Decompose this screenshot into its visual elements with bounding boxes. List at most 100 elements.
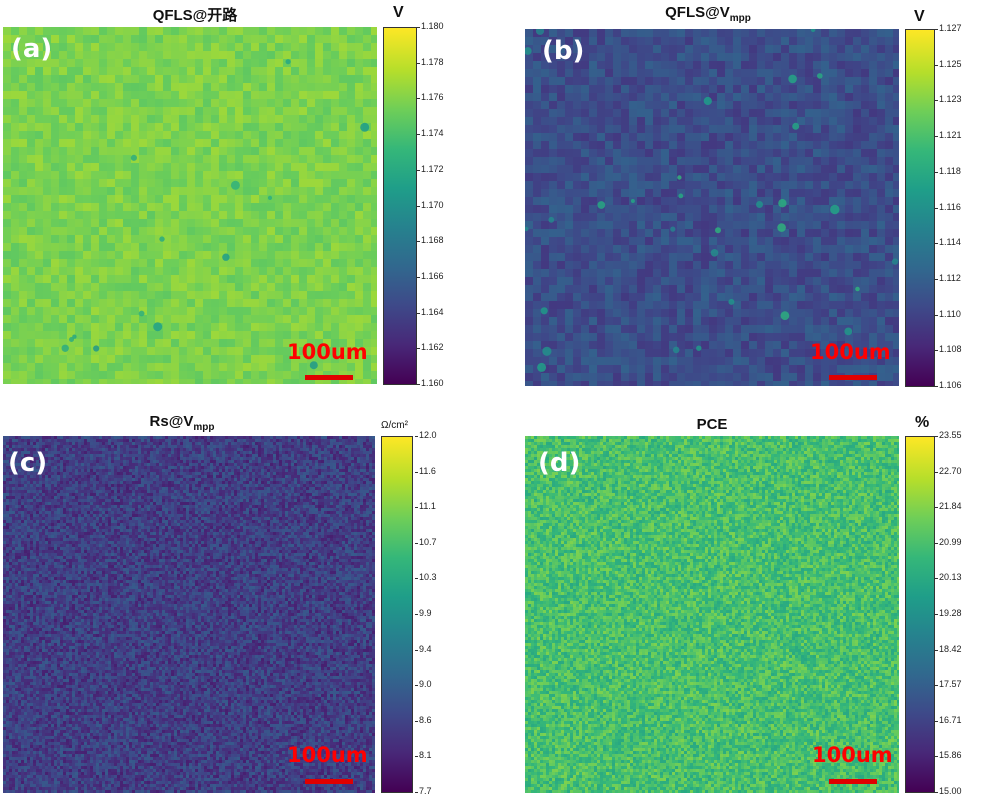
cbar-tick-mark — [415, 756, 418, 758]
cbar-tick-mark — [935, 756, 938, 758]
cbar-tick-mark — [935, 542, 938, 544]
heatmap-cells — [3, 27, 377, 384]
heatmap-spot — [778, 199, 787, 208]
heatmap-spot — [696, 345, 702, 351]
cbar-tick-mark — [417, 276, 420, 278]
heatmap-spot — [677, 175, 682, 180]
heatmap-spot — [540, 307, 548, 315]
cbar-tick-mark — [935, 578, 938, 580]
cbar-tick-label: 9.0 — [419, 679, 432, 689]
cbar-tick-label: 19.28 — [939, 608, 962, 618]
panel-c-label: (c) — [8, 448, 47, 478]
panel-d-scale-bar — [829, 779, 877, 784]
panel-c-heatmap — [3, 436, 375, 793]
cbar-tick-mark — [415, 542, 418, 544]
panel-c-cbar-unit: Ω/cm² — [381, 420, 408, 431]
cbar-tick-mark — [415, 578, 418, 580]
cbar-tick-mark — [935, 507, 938, 509]
heatmap-spot — [222, 253, 230, 261]
cbar-tick-label: 1.172 — [421, 164, 444, 174]
cbar-tick-mark — [935, 100, 938, 102]
cbar-tick-label: 1.164 — [421, 307, 444, 317]
panel-b-title: QFLS@Vmpp — [608, 4, 808, 24]
cbar-tick-label: 17.57 — [939, 679, 962, 689]
cbar-tick-label: 11.1 — [419, 501, 436, 511]
cbar-tick-label: 1.116 — [939, 202, 961, 212]
panel-a-colorbar — [383, 27, 417, 385]
cbar-tick-label: 8.1 — [419, 750, 432, 760]
cbar-tick-label: 1.170 — [421, 200, 444, 210]
panel-b-label: (b) — [542, 36, 584, 66]
cbar-tick-label: 1.168 — [421, 235, 444, 245]
cbar-tick-label: 20.99 — [939, 537, 962, 547]
cbar-tick-label: 15.00 — [939, 786, 962, 796]
cbar-tick-mark — [935, 436, 938, 437]
cbar-tick-label: 8.6 — [419, 715, 432, 725]
panel-b-title-text: QFLS@V — [665, 4, 730, 21]
cbar-tick-mark — [935, 136, 938, 138]
cbar-tick-label: 1.106 — [939, 380, 962, 390]
cbar-tick-label: 18.42 — [939, 644, 962, 654]
panel-a-title-text: QFLS@开路 — [153, 7, 238, 24]
cbar-tick-label: 1.176 — [421, 92, 444, 102]
cbar-tick-label: 1.114 — [939, 237, 961, 247]
cbar-tick-mark — [935, 278, 938, 280]
cbar-tick-mark — [935, 64, 938, 66]
heatmap-cells — [525, 29, 899, 386]
heatmap-spot — [72, 334, 77, 339]
cbar-tick-mark — [415, 436, 418, 437]
cbar-tick-mark — [935, 243, 938, 245]
cbar-tick-mark — [417, 348, 420, 350]
cbar-tick-mark — [415, 792, 418, 793]
heatmap-spot — [777, 223, 786, 232]
cbar-tick-label: 1.123 — [939, 94, 962, 104]
cbar-tick-label: 1.121 — [939, 130, 962, 140]
cbar-tick-label: 20.13 — [939, 572, 962, 582]
panel-c-heatmap-svg — [3, 436, 375, 793]
heatmap-spot — [130, 154, 137, 161]
panel-d-scale-text: 100um — [812, 743, 893, 767]
heatmap-spot — [830, 204, 840, 215]
cbar-tick-mark — [417, 62, 420, 64]
heatmap-spot — [542, 346, 552, 356]
cbar-tick-label: 10.3 — [419, 572, 437, 582]
heatmap-spot — [525, 47, 532, 55]
heatmap-spot — [710, 249, 719, 257]
heatmap-spot — [817, 73, 823, 79]
heatmap-spot — [810, 29, 816, 33]
panel-a-heatmap — [3, 27, 377, 384]
heatmap-spot — [548, 216, 555, 223]
heatmap-spot — [309, 361, 318, 370]
cbar-tick-label: 1.112 — [939, 273, 961, 283]
cbar-tick-mark — [417, 27, 420, 28]
heatmap-cells — [3, 436, 375, 793]
cbar-tick-mark — [415, 471, 418, 473]
panel-c-colorbar — [381, 436, 413, 793]
heatmap-spot — [672, 346, 680, 354]
cbar-tick-mark — [415, 685, 418, 687]
panel-d-cbar-unit: % — [915, 414, 929, 432]
cbar-tick-mark — [417, 241, 420, 243]
heatmap-spot — [670, 226, 676, 232]
cbar-tick-mark — [935, 614, 938, 615]
heatmap-spot — [780, 311, 790, 321]
cbar-tick-label: 1.125 — [939, 59, 962, 69]
heatmap-spot — [678, 193, 684, 199]
cbar-tick-label: 1.110 — [939, 309, 961, 319]
heatmap-spot — [360, 122, 370, 132]
heatmap-spot — [597, 201, 606, 209]
heatmap-spot — [792, 122, 800, 130]
panel-c-scale-text: 100um — [287, 743, 368, 767]
cbar-tick-label: 1.166 — [421, 271, 444, 281]
cbar-tick-label: 16.71 — [939, 715, 962, 725]
heatmap-spot — [230, 180, 240, 190]
cbar-tick-label: 1.108 — [939, 344, 962, 354]
panel-c-title: Rs@Vmpp — [82, 413, 282, 433]
cbar-tick-mark — [935, 792, 938, 793]
panel-c-title-text: Rs@V — [150, 413, 194, 430]
panel-a-scale-text: 100um — [287, 340, 368, 364]
cbar-tick-mark — [935, 685, 938, 687]
heatmap-spot — [159, 236, 165, 242]
panel-a-cbar-unit: V — [393, 4, 404, 22]
panel-d-colorbar — [905, 436, 935, 793]
